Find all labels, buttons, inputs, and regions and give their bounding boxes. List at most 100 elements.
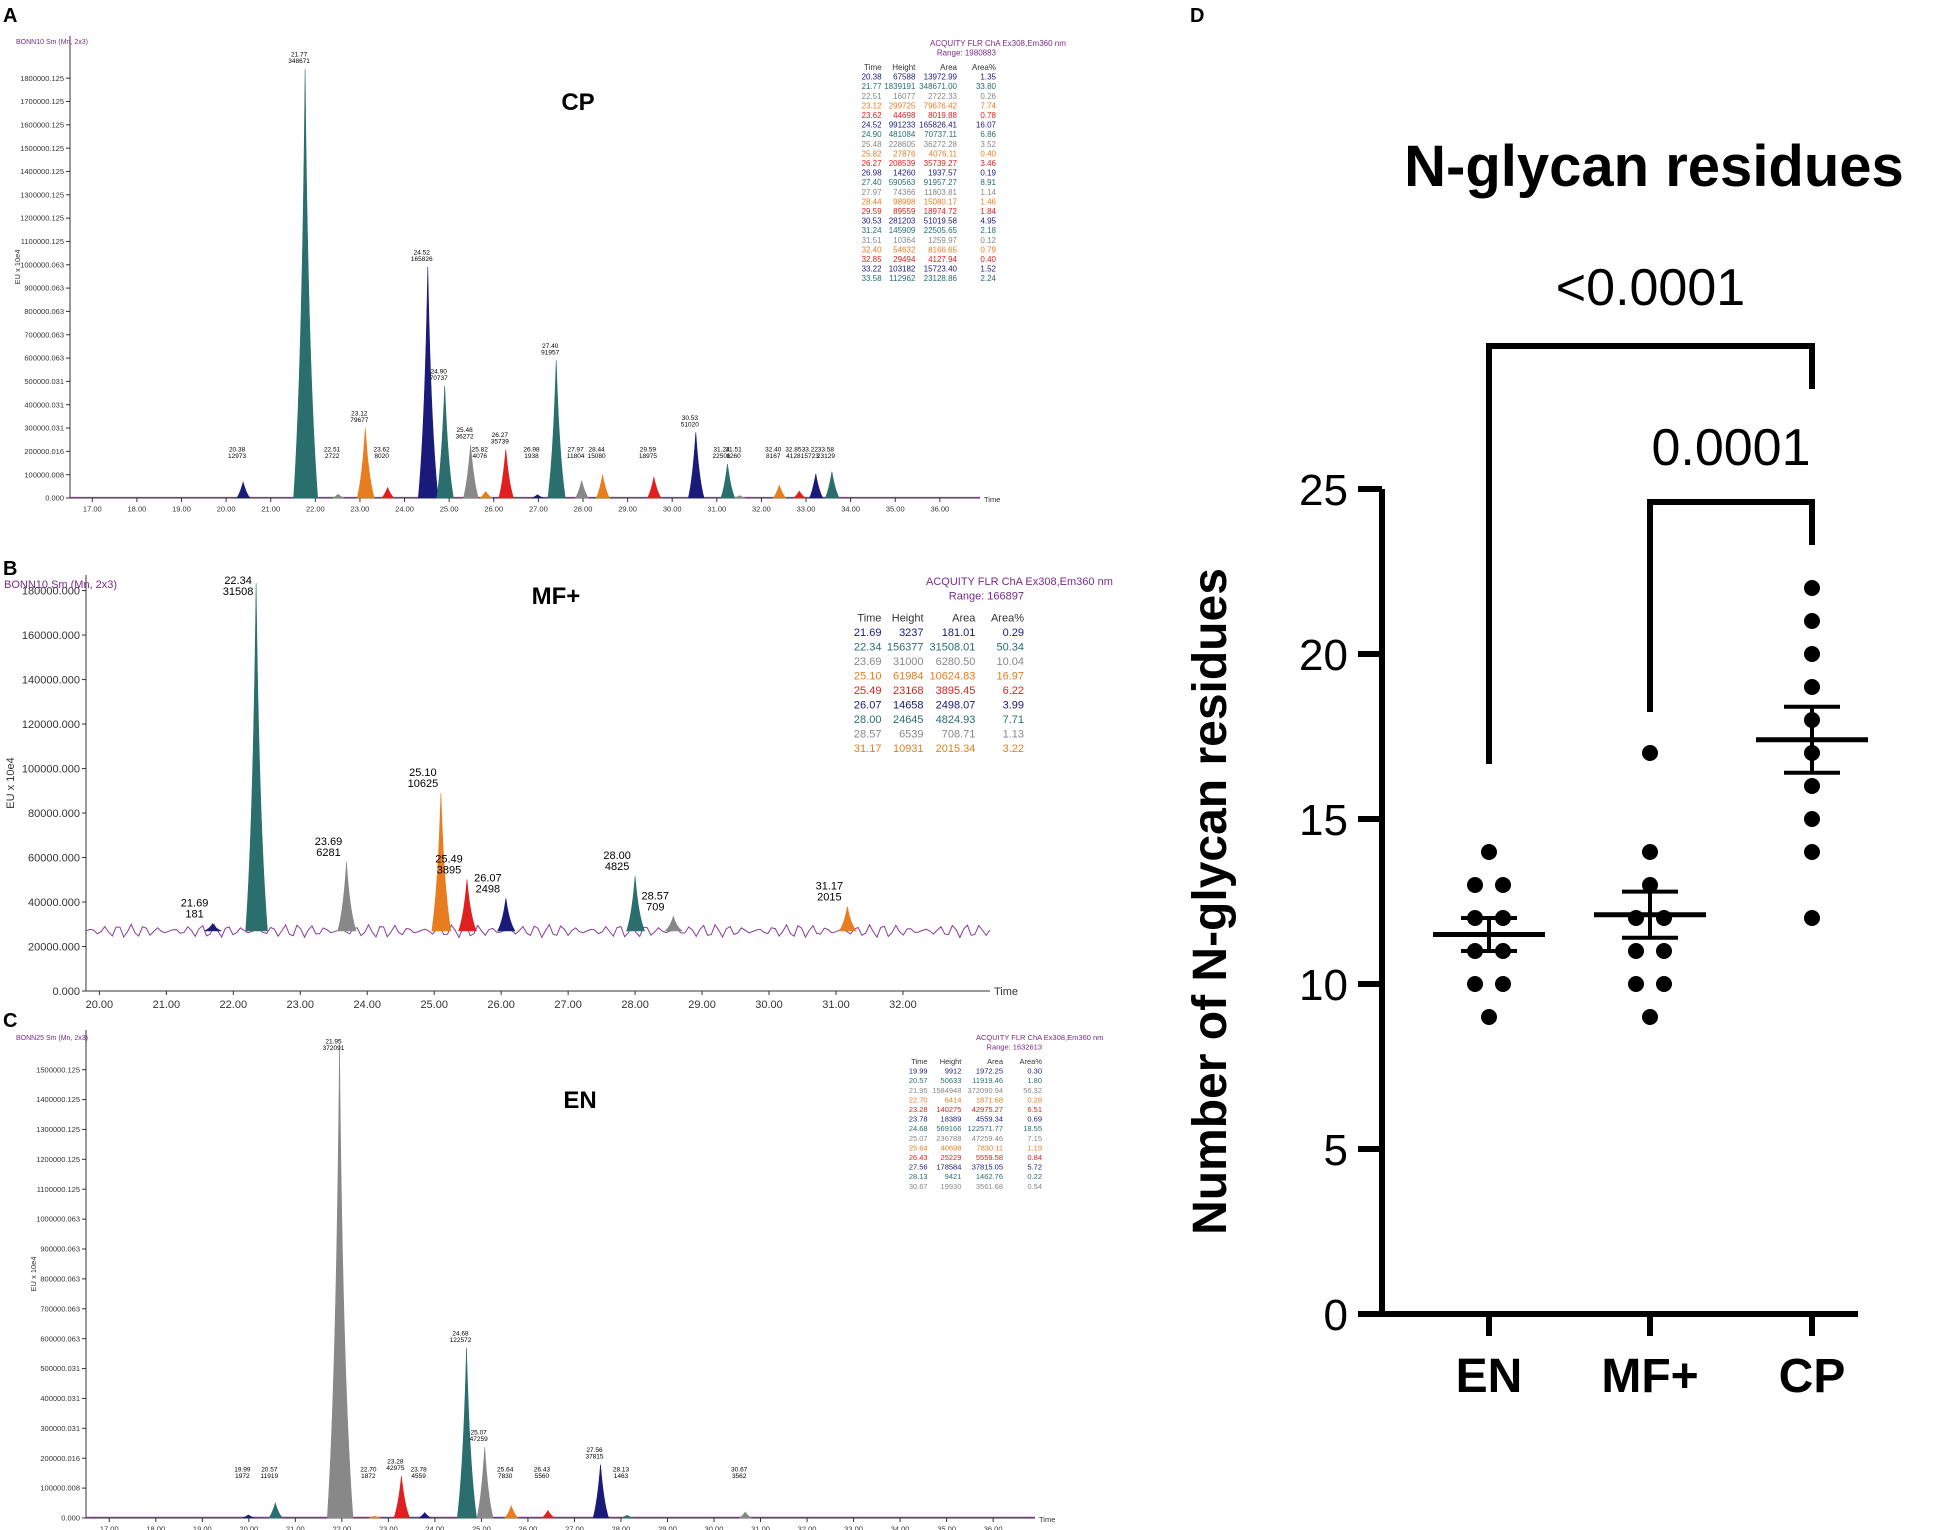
chrom-a-table-cell: 70737.11 — [924, 130, 957, 139]
chrom-b-x-tick-label: 20.00 — [86, 999, 114, 1011]
chrom-c-table-cell: 42975.27 — [972, 1105, 1003, 1114]
scatter-x-tick-label: MF+ — [1601, 1350, 1698, 1403]
chrom-a-x-tick-label: 32.00 — [752, 505, 771, 514]
chrom-c-table-cell: 122571.77 — [968, 1124, 1003, 1133]
chrom-c-x-tick-label: 34.00 — [891, 1525, 910, 1530]
chrom-c-y-tick-label: 100000.008 — [40, 1484, 80, 1493]
chrom-a-peak-time-label: 32.40 — [765, 447, 782, 454]
chrom-a-peak — [463, 444, 479, 499]
chrom-a-x-tick-label: 18.00 — [128, 505, 147, 514]
chrom-b-peak-time-label: 21.69 — [181, 898, 209, 910]
chrom-b-x-tick-label: 27.00 — [554, 999, 582, 1011]
chrom-c-peak-area-label: 47259 — [470, 1436, 488, 1443]
chrom-a-x-tick-label: 19.00 — [172, 505, 191, 514]
chrom-b-y-tick-label: 80000.000 — [28, 808, 80, 820]
chrom-a-y-tick-label: 1000000.063 — [20, 260, 64, 269]
chrom-a-table-cell: 1.46 — [980, 197, 996, 206]
chrom-a-table-cell: 1.52 — [980, 265, 996, 274]
chrom-c-peak — [621, 1514, 634, 1519]
chrom-b-y-tick-label: 0.000 — [52, 986, 80, 998]
chrom-c-peak-area-label: 5560 — [535, 1473, 550, 1480]
chrom-b-peak — [431, 792, 452, 932]
chrom-a-peak — [792, 490, 807, 499]
chrom-a-peak-time-label: 24.52 — [414, 249, 431, 256]
chrom-a-x-tick-label: 30.00 — [663, 505, 682, 514]
chrom-a-table-cell: 44698 — [893, 111, 916, 120]
chrom-a-table-cell: 26.27 — [862, 159, 883, 168]
chrom-b-table-cell: 1.13 — [1003, 728, 1024, 740]
chrom-a-x-tick-label: 28.00 — [574, 505, 593, 514]
chrom-a-table-cell: 24.52 — [862, 121, 883, 130]
chrom-a-peak — [436, 385, 454, 499]
chrom-c-peak-time-label: 24.68 — [452, 1330, 469, 1337]
chrom-c-table-cell: 6.51 — [1027, 1105, 1042, 1114]
chrom-a-table-cell: 74366 — [893, 188, 916, 197]
chrom-b-table-cell: 28.57 — [854, 728, 882, 740]
chrom-a-table-cell: 32.85 — [862, 255, 883, 264]
chrom-b-table-cell: 25.49 — [854, 685, 882, 697]
chrom-a-y-tick-label: 200000.016 — [24, 447, 64, 456]
chrom-b-table-cell: 61984 — [893, 670, 924, 682]
chrom-a-table-cell: 228605 — [889, 140, 916, 149]
chrom-c-peak — [393, 1476, 411, 1519]
chrom-c-table-header: Height — [940, 1057, 963, 1066]
chrom-b-peak — [458, 879, 477, 932]
chrom-a-peak-area-label: 11804 — [567, 453, 585, 460]
chrom-a-table-cell: 10364 — [893, 236, 916, 245]
chrom-a-x-tick-label: 34.00 — [841, 505, 860, 514]
chrom-c-table-cell: 20.57 — [909, 1076, 928, 1085]
chrom-b-peak — [497, 898, 516, 932]
chrom-a-peak — [809, 473, 824, 499]
chrom-b-peak-time-label: 23.69 — [315, 836, 343, 848]
chrom-a-peak-area-label: 4076 — [473, 453, 488, 460]
chrom-c-peak — [368, 1515, 381, 1519]
chrom-c-x-tick-label: 31.00 — [751, 1525, 770, 1530]
chrom-a-x-tick-label: 24.00 — [395, 505, 414, 514]
scatter-point — [1495, 976, 1511, 992]
chrom-c-table-cell: 24.68 — [909, 1124, 928, 1133]
chrom-a-peak-area-label: 15723 — [801, 453, 819, 460]
chrom-a-table-cell: 13972.99 — [924, 73, 958, 82]
chrom-a-peak-time-label: 32.85 — [785, 447, 802, 454]
chrom-a-peak-time-label: 27.40 — [542, 343, 559, 350]
panel-letter-c: C — [3, 1010, 17, 1032]
chrom-c-table-cell: 4559.34 — [976, 1115, 1003, 1124]
chrom-c-table-cell: 0.22 — [1027, 1172, 1042, 1181]
chrom-c-x-tick-label: 19.00 — [193, 1525, 212, 1530]
chrom-b-y-tick-label: 60000.000 — [28, 852, 80, 864]
chrom-a-table-cell: 11803.81 — [924, 188, 957, 197]
scatter-point — [1656, 976, 1672, 992]
chrom-c-x-tick-label: 30.00 — [705, 1525, 724, 1530]
scatter-point — [1804, 778, 1820, 794]
chrom-c-x-tick-label: 27.00 — [565, 1525, 584, 1530]
chrom-c-table-cell: 11919.46 — [972, 1076, 1003, 1085]
chrom-a-x-tick-label: 26.00 — [484, 505, 503, 514]
chrom-c-peak-area-label: 37815 — [585, 1454, 603, 1461]
chrom-a-table-cell: 1839191 — [884, 82, 916, 91]
chrom-a-table-cell: 0.79 — [980, 245, 996, 254]
chrom-c-x-tick-label: 29.00 — [658, 1525, 677, 1530]
chrom-a-table-cell: 16077 — [893, 92, 916, 101]
chrom-a-table-header: Area — [940, 63, 957, 72]
chrom-c-peak-area-label: 42975 — [386, 1465, 404, 1472]
chrom-c-peak — [456, 1347, 477, 1519]
chrom-c-peak-time-label: 25.07 — [471, 1430, 488, 1437]
chrom-c-table-cell: 0.54 — [1027, 1182, 1042, 1191]
chrom-a-table-cell: 0.78 — [980, 111, 996, 120]
panel-letter-b: B — [3, 558, 17, 580]
chrom-b-x-axis-label: Time — [994, 986, 1018, 998]
significance-p-value: 0.0001 — [1651, 419, 1810, 477]
chrom-c-x-tick-label: 28.00 — [612, 1525, 631, 1530]
chrom-a-sample-label: BONN10 Sm (Mn, 2x3) — [16, 39, 88, 46]
chrom-c-peak-area-label: 1463 — [614, 1473, 629, 1480]
chrom-a-peak — [531, 494, 544, 499]
chrom-a-x-tick-label: 36.00 — [930, 505, 949, 514]
chrom-c-table-cell: 56.32 — [1023, 1086, 1042, 1095]
chrom-a-peak-area-label: 15080 — [588, 453, 606, 460]
chrom-c-table-cell: 236788 — [936, 1134, 961, 1143]
scatter-point — [1481, 844, 1497, 860]
chrom-b-x-tick-label: 29.00 — [688, 999, 716, 1011]
chrom-b-y-tick-label: 40000.000 — [28, 897, 80, 909]
scatter-point — [1642, 877, 1658, 893]
chrom-c-peak — [418, 1512, 432, 1519]
